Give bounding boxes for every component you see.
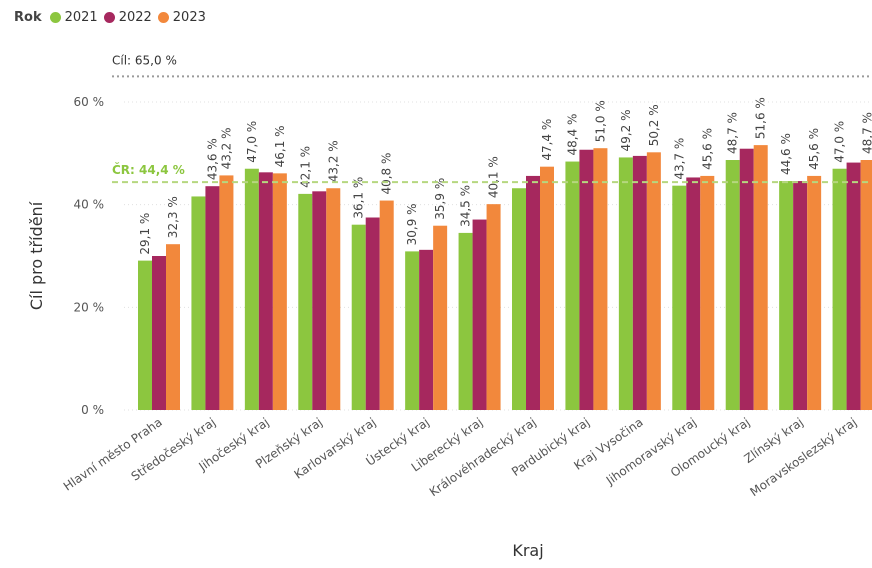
- bar-2022: [739, 148, 754, 411]
- legend-swatch-2021: [49, 11, 61, 23]
- data-label: 29,1 %: [138, 213, 152, 255]
- bar-2022: [793, 181, 808, 410]
- bar-2021: [405, 251, 420, 410]
- legend-swatch-2022: [103, 11, 115, 23]
- bar-2023: [753, 145, 768, 410]
- y-tick-label: 40 %: [74, 198, 105, 212]
- data-label: 47,4 %: [540, 119, 554, 161]
- bar-2021: [725, 160, 740, 410]
- x-tick-label: Hlavní město Praha: [61, 415, 165, 494]
- data-label: 34,5 %: [459, 185, 473, 227]
- legend-title: Rok: [14, 9, 42, 25]
- bar-2023: [593, 148, 608, 410]
- data-label: 32,3 %: [166, 196, 180, 238]
- bar-2021: [191, 196, 206, 410]
- data-label: 42,1 %: [298, 146, 312, 188]
- data-label: 48,7 %: [726, 112, 740, 154]
- bar-2023: [166, 244, 180, 410]
- bar-2022: [632, 155, 647, 410]
- data-label: 35,9 %: [433, 178, 447, 220]
- bar-2021: [244, 168, 259, 410]
- data-label: 50,2 %: [647, 104, 661, 146]
- legend-label-2021: 2021: [64, 9, 98, 25]
- bar-2023: [860, 160, 872, 410]
- data-label: 43,2 %: [326, 140, 340, 182]
- data-label: 48,7 %: [861, 112, 872, 154]
- bar-2022: [258, 172, 273, 410]
- x-axis-title: Kraj: [512, 541, 543, 560]
- bar-2023: [486, 204, 501, 410]
- data-label: 40,1 %: [487, 156, 501, 198]
- bar-2021: [565, 161, 580, 410]
- data-label: 49,2 %: [619, 110, 633, 152]
- legend-label-2022: 2022: [118, 9, 152, 25]
- legend-swatch-2023: [157, 11, 169, 23]
- bar-2022: [419, 249, 434, 410]
- y-tick-label: 60 %: [74, 95, 105, 109]
- bar-2022: [526, 175, 540, 410]
- data-label: 44,6 %: [779, 133, 793, 175]
- bar-2023: [433, 225, 448, 410]
- data-label: 43,7 %: [672, 138, 686, 180]
- data-label: 43,2 %: [219, 127, 233, 169]
- legend-item-2023[interactable]: 2023: [157, 9, 206, 25]
- y-tick-label: 0 %: [81, 403, 104, 417]
- bar-2023: [540, 166, 554, 410]
- y-axis-title: Cíl pro třídění: [27, 201, 46, 310]
- target-line-label: Cíl: 65,0 %: [112, 53, 177, 67]
- bar-2023: [700, 175, 715, 410]
- data-label: 46,1 %: [273, 125, 287, 167]
- data-label: 47,0 %: [245, 121, 259, 163]
- bar-2021: [458, 232, 473, 410]
- bar-2022: [205, 186, 220, 410]
- bar-2021: [351, 224, 366, 410]
- bar-2022: [365, 217, 380, 410]
- bar-2023: [807, 175, 822, 410]
- bar-2021: [138, 260, 152, 410]
- legend: Rok 2021 2022 2023: [14, 6, 212, 28]
- bar-2021: [779, 181, 794, 410]
- bar-2021: [832, 168, 847, 410]
- bar-2023: [326, 188, 341, 410]
- bar-2022: [152, 256, 166, 410]
- y-tick-label: 20 %: [74, 300, 105, 314]
- bar-2022: [686, 177, 701, 410]
- bar-2023: [646, 152, 661, 410]
- bar-2022: [472, 219, 487, 410]
- bar-2023: [379, 200, 394, 410]
- data-label: 45,6 %: [700, 128, 714, 170]
- legend-label-2023: 2023: [172, 9, 206, 25]
- data-label: 45,6 %: [807, 128, 821, 170]
- bar-2023: [272, 173, 287, 410]
- bar-2022: [846, 162, 861, 410]
- legend-item-2022[interactable]: 2022: [103, 9, 152, 25]
- data-label: 40,8 %: [380, 153, 394, 195]
- bar-2023: [219, 175, 234, 410]
- data-label: 36,1 %: [352, 177, 366, 219]
- bar-2022: [579, 149, 594, 411]
- data-label: 43,6 %: [205, 138, 219, 180]
- cr-average-label: ČR: 44,4 %: [112, 162, 185, 177]
- data-label: 30,9 %: [405, 203, 419, 245]
- bar-2021: [618, 157, 633, 410]
- bar-2021: [298, 193, 313, 410]
- data-label: 51,0 %: [593, 100, 607, 142]
- data-label: 48,4 %: [565, 114, 579, 156]
- bar-2021: [672, 185, 687, 410]
- data-label: 47,0 %: [833, 121, 847, 163]
- data-label: 51,6 %: [754, 97, 768, 139]
- x-tick-label: Jihomoravský kraj: [603, 415, 699, 488]
- bar-2021: [512, 188, 526, 410]
- bar-2022: [312, 191, 327, 410]
- legend-item-2021[interactable]: 2021: [49, 9, 98, 25]
